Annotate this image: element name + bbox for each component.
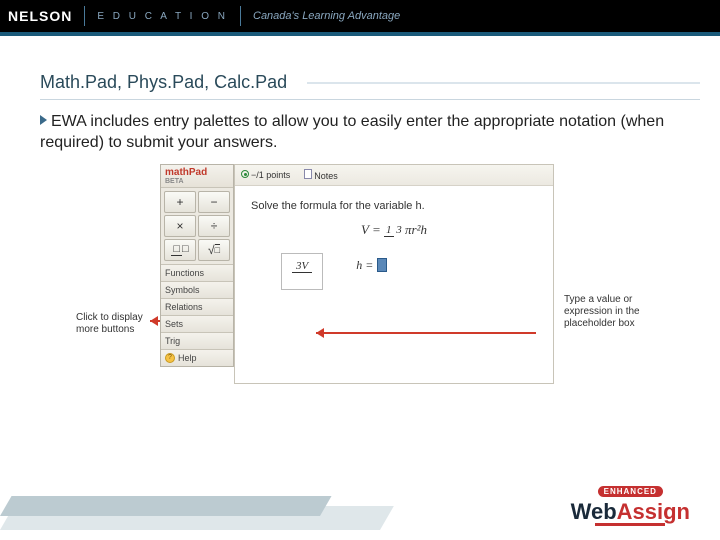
problem-area: Solve the formula for the variable h. V … xyxy=(235,186,553,304)
notes-text: Notes xyxy=(314,171,338,181)
divider xyxy=(84,6,85,26)
divider xyxy=(240,6,241,26)
body-paragraph: EWA includes entry palettes to allow you… xyxy=(40,112,680,154)
placeholder-box[interactable] xyxy=(377,258,387,272)
beta-label: BETA xyxy=(165,178,229,185)
title-rule xyxy=(307,82,700,84)
symbols-row[interactable]: Symbols xyxy=(161,281,233,298)
enhanced-badge: ENHANCED xyxy=(598,486,663,497)
sets-row[interactable]: Sets xyxy=(161,315,233,332)
assign-text: Assign xyxy=(617,499,690,524)
formula-lhs: V xyxy=(361,222,369,237)
sqrt-button[interactable]: √□ xyxy=(198,239,230,261)
status-dot-icon xyxy=(241,170,249,178)
problem-prompt: Solve the formula for the variable h. xyxy=(251,200,537,212)
brand-logo: NELSON xyxy=(8,8,72,24)
help-label: Help xyxy=(178,353,197,363)
arrow-right-icon xyxy=(316,332,536,334)
content-panel: −/1 points Notes Solve the formula for t… xyxy=(234,164,554,384)
education-label: E D U C A T I O N xyxy=(97,11,228,22)
points-indicator: −/1 points xyxy=(241,170,290,180)
answer-numerator: 3V xyxy=(292,260,312,273)
figure: Click to display more buttons mathPad BE… xyxy=(80,164,640,404)
tagline: Canada's Learning Advantage xyxy=(253,10,400,22)
fraction-button[interactable]: □□ xyxy=(164,239,196,261)
accent-stripe xyxy=(0,32,720,36)
web-text: Web xyxy=(571,499,617,524)
answer-box[interactable]: 3V xyxy=(281,253,323,290)
webassign-logo: ENHANCED WebAssign xyxy=(571,481,690,526)
callout-right: Type a value or expression in the placeh… xyxy=(564,294,676,330)
divide-button[interactable]: ÷ xyxy=(198,215,230,237)
mathpad-panel: mathPad BETA + − × ÷ □□ √□ Functions Sym… xyxy=(160,164,234,367)
minus-button[interactable]: − xyxy=(198,191,230,213)
help-row[interactable]: ? Help xyxy=(161,349,233,366)
operator-grid: + − × ÷ □□ √□ xyxy=(161,188,233,264)
h-equals-row: h = xyxy=(356,258,387,273)
h-equals-label: h = xyxy=(356,258,373,273)
multiply-button[interactable]: × xyxy=(164,215,196,237)
paragraph-text: EWA includes entry palettes to allow you… xyxy=(40,113,664,151)
slide-title: Math.Pad, Phys.Pad, Calc.Pad xyxy=(40,66,287,99)
frac-num: 1 xyxy=(384,224,394,237)
help-icon: ? xyxy=(165,353,175,363)
notes-icon xyxy=(304,169,312,179)
frac-den: 3 xyxy=(396,224,402,236)
content-header: −/1 points Notes xyxy=(235,165,553,186)
slide-title-row: Math.Pad, Phys.Pad, Calc.Pad xyxy=(40,66,700,100)
formula-fraction: 1 3 xyxy=(384,225,402,236)
plus-button[interactable]: + xyxy=(164,191,196,213)
header-bar: NELSON E D U C A T I O N Canada's Learni… xyxy=(0,0,720,32)
points-text: −/1 points xyxy=(251,170,290,180)
relations-row[interactable]: Relations xyxy=(161,298,233,315)
formula: V = 1 3 πr²h xyxy=(251,222,537,238)
formula-rhs: πr²h xyxy=(405,222,427,237)
webassign-text: WebAssign xyxy=(571,499,690,525)
trig-row[interactable]: Trig xyxy=(161,332,233,349)
footer-decoration xyxy=(0,478,380,530)
bullet-icon xyxy=(40,115,47,125)
functions-row[interactable]: Functions xyxy=(161,264,233,281)
mathpad-title-text: mathPad xyxy=(165,167,207,178)
notes-link[interactable]: Notes xyxy=(304,169,338,181)
mathpad-title: mathPad BETA xyxy=(161,165,233,188)
